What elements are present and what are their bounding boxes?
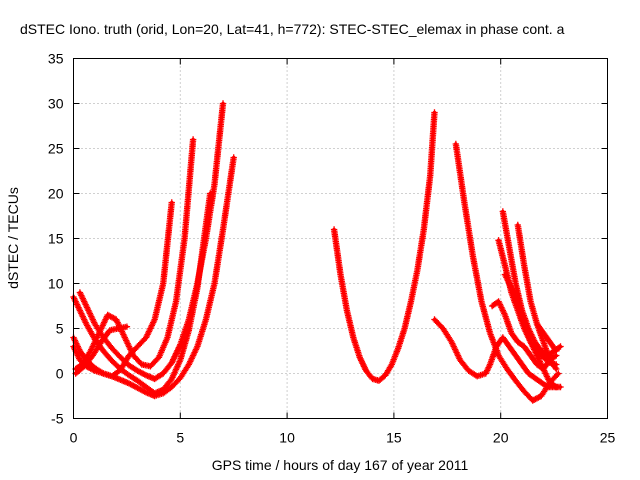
- x-tick-label: 15: [386, 430, 402, 446]
- y-tick-label: 30: [48, 96, 64, 112]
- series-13: [501, 271, 560, 391]
- series-3: [70, 190, 214, 397]
- data-point: [553, 383, 560, 391]
- x-tick-label: 20: [493, 430, 509, 446]
- series-6: [72, 323, 131, 377]
- data-point: [556, 344, 563, 351]
- y-axis-label: dSTEC / TECUs: [5, 187, 21, 289]
- data-point: [551, 353, 559, 360]
- data-point: [98, 369, 106, 376]
- series-7: [330, 109, 438, 384]
- data-point: [553, 371, 561, 378]
- data-marks: [70, 100, 564, 404]
- x-tick-label: 0: [70, 430, 78, 446]
- y-tick-label: 0: [56, 366, 64, 382]
- y-tick-label: -5: [51, 411, 64, 427]
- data-point: [551, 382, 559, 390]
- data-point: [431, 109, 438, 116]
- data-point: [553, 347, 560, 355]
- data-point: [207, 190, 214, 197]
- series-11: [499, 208, 564, 359]
- data-point: [168, 199, 175, 206]
- y-tick-label: 10: [48, 276, 64, 292]
- tick-labels: 0 5 10 15 20 25 -5 0 5 10 15 20 25 30 35: [48, 51, 616, 446]
- y-tick-label: 15: [48, 231, 64, 247]
- chart-title: dSTEC Iono. truth (orid, Lon=20, Lat=41,…: [20, 21, 565, 37]
- y-tick-label: 25: [48, 141, 64, 157]
- x-tick-label: 5: [176, 430, 184, 446]
- series-14: [488, 298, 560, 373]
- data-point: [557, 343, 564, 350]
- data-point: [552, 346, 559, 353]
- data-point: [230, 154, 237, 161]
- x-tick-label: 25: [600, 430, 616, 446]
- data-point: [141, 388, 148, 395]
- data-point: [219, 100, 227, 107]
- y-tick-label: 5: [56, 321, 64, 337]
- x-tick-label: 10: [279, 430, 295, 446]
- data-point: [123, 323, 131, 330]
- x-axis-label: GPS time / hours of day 167 of year 2011: [212, 457, 469, 473]
- y-tick-label: 20: [48, 186, 64, 202]
- series-15: [533, 320, 560, 355]
- series-9: [452, 140, 562, 404]
- data-point: [189, 136, 197, 143]
- data-point: [553, 365, 560, 373]
- data-point: [141, 371, 148, 378]
- data-point: [555, 370, 562, 377]
- y-tick-label: 35: [48, 51, 64, 67]
- data-point: [552, 364, 559, 371]
- plot-frame: [73, 58, 608, 419]
